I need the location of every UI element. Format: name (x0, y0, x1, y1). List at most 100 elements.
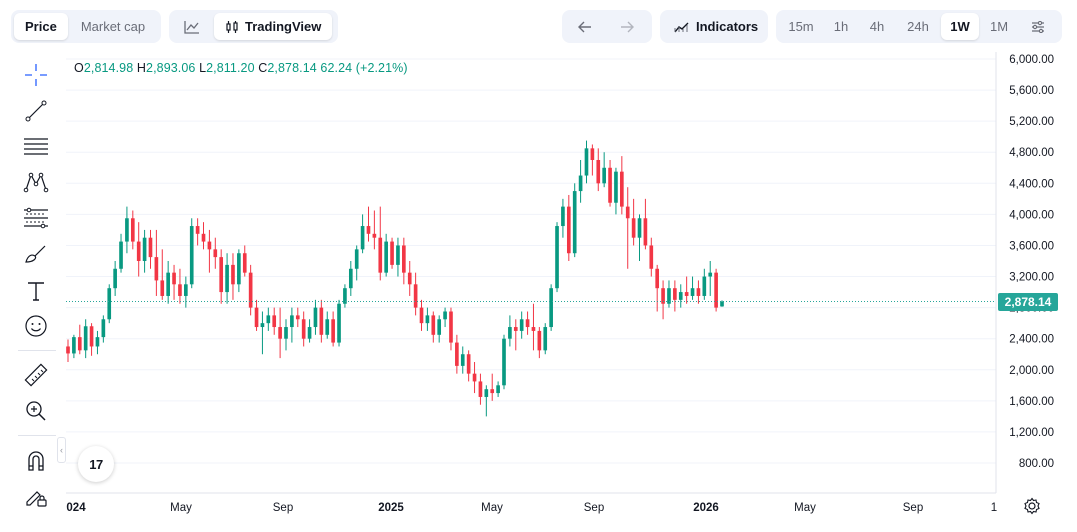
candle[interactable] (402, 237, 406, 285)
candle[interactable] (578, 160, 583, 203)
lock-pencil-tool[interactable] (20, 482, 52, 512)
candle[interactable] (720, 300, 724, 307)
candle[interactable] (360, 214, 365, 254)
trend-line-tool[interactable] (20, 96, 52, 126)
zoom-in-tool[interactable] (20, 396, 52, 426)
candle[interactable] (225, 253, 229, 304)
candle[interactable] (160, 249, 165, 300)
toolbar-collapse-button[interactable]: ‹ (57, 437, 66, 463)
candle[interactable] (625, 187, 630, 269)
brush-tool[interactable] (20, 239, 52, 269)
candle[interactable] (455, 334, 459, 374)
candle[interactable] (237, 249, 241, 293)
candle[interactable] (608, 160, 612, 207)
candle[interactable] (272, 307, 277, 335)
candle[interactable] (407, 261, 412, 296)
candle[interactable] (154, 229, 159, 296)
candle[interactable] (466, 350, 471, 382)
candle[interactable] (319, 299, 324, 343)
candle[interactable] (572, 183, 577, 258)
candle[interactable] (172, 264, 176, 300)
candle[interactable] (525, 311, 530, 335)
timeframe-4h[interactable]: 4h (869, 19, 885, 34)
crosshair-tool[interactable] (20, 60, 52, 90)
candle[interactable] (425, 307, 430, 331)
candle[interactable] (637, 214, 642, 261)
candle[interactable] (508, 315, 512, 347)
candle[interactable] (107, 284, 112, 324)
timeframe-1h[interactable]: 1h (833, 19, 849, 34)
candle[interactable] (113, 261, 117, 296)
candle[interactable] (413, 272, 418, 316)
tab-price[interactable]: Price (14, 13, 68, 40)
horizontal-lines-tool[interactable] (20, 131, 52, 161)
settings-button[interactable] (1019, 13, 1057, 40)
tradingview-logo[interactable]: 17 (78, 446, 114, 482)
magnet-tool[interactable] (20, 446, 52, 476)
candle[interactable] (649, 237, 654, 277)
candle[interactable] (290, 307, 294, 343)
candle[interactable] (313, 299, 318, 335)
candle[interactable] (620, 156, 624, 215)
candle[interactable] (66, 339, 70, 362)
candle[interactable] (254, 299, 259, 331)
indicators-button[interactable]: Indicators (663, 13, 769, 40)
candle[interactable] (519, 311, 524, 339)
candle[interactable] (437, 315, 442, 343)
candle[interactable] (390, 237, 394, 269)
candle[interactable] (189, 218, 194, 289)
candle[interactable] (714, 268, 718, 312)
tradingview-button[interactable]: TradingView (214, 13, 333, 40)
candle[interactable] (77, 324, 82, 355)
candle[interactable] (231, 253, 235, 300)
candle[interactable] (531, 303, 536, 351)
candle[interactable] (325, 311, 330, 339)
candle[interactable] (184, 276, 188, 308)
candle[interactable] (372, 210, 377, 250)
candle[interactable] (696, 280, 701, 304)
candle[interactable] (195, 218, 200, 246)
fib-tool[interactable] (20, 203, 52, 233)
candle[interactable] (307, 319, 312, 343)
candle[interactable] (472, 362, 477, 394)
pattern-tool[interactable] (20, 167, 52, 197)
candle[interactable] (248, 264, 253, 316)
candle[interactable] (419, 299, 424, 331)
candle[interactable] (602, 152, 606, 188)
candle[interactable] (384, 233, 388, 277)
candle[interactable] (614, 167, 618, 215)
candle[interactable] (366, 206, 371, 242)
candle[interactable] (431, 311, 436, 343)
candle[interactable] (631, 198, 636, 246)
candle[interactable] (513, 319, 518, 351)
candle[interactable] (125, 206, 129, 254)
candle[interactable] (566, 194, 571, 261)
candle[interactable] (95, 330, 100, 355)
candle[interactable] (348, 261, 353, 296)
candle[interactable] (396, 237, 400, 277)
candle[interactable] (178, 268, 182, 304)
candle[interactable] (284, 319, 288, 351)
candle[interactable] (242, 245, 247, 277)
timeframe-1w[interactable]: 1W (941, 13, 979, 40)
candle[interactable] (119, 233, 123, 273)
candle[interactable] (590, 144, 595, 176)
candle[interactable] (260, 311, 265, 355)
candle[interactable] (337, 299, 341, 347)
candle[interactable] (148, 229, 153, 269)
timeframe-1m[interactable]: 1M (989, 19, 1009, 34)
candle[interactable] (661, 280, 665, 320)
candle[interactable] (101, 315, 106, 343)
candle[interactable] (166, 261, 170, 304)
candlestick-chart[interactable]: 800.00 1,200.00 1,600.00 2,000.00 2,400.00 2,… (0, 52, 1077, 532)
candle[interactable] (266, 307, 271, 331)
candle[interactable] (655, 264, 660, 312)
candle[interactable] (496, 381, 500, 397)
candle[interactable] (449, 307, 453, 351)
candle[interactable] (678, 284, 683, 308)
candle[interactable] (537, 327, 542, 359)
text-tool[interactable] (20, 276, 52, 306)
back-button[interactable] (565, 13, 605, 40)
candle[interactable] (295, 307, 300, 328)
chart-area[interactable]: 800.00 1,200.00 1,600.00 2,000.00 2,400.00 2,… (0, 52, 1077, 532)
